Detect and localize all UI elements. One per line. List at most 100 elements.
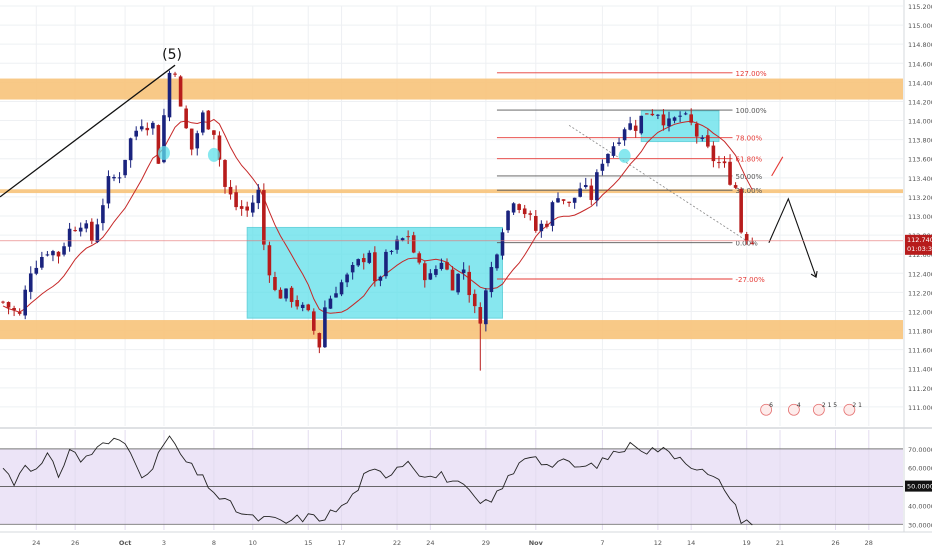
candle [739,187,743,234]
candle [267,241,272,283]
candle [395,235,399,254]
candle [689,108,693,126]
candle-body [223,160,227,187]
rsi-axis[interactable]: 70.0000 60.0000 40.0000 30.0000 50.0000 [905,446,932,529]
candle-body [639,115,644,134]
candle-body [617,142,621,144]
candle-body [556,198,560,203]
event-badge[interactable]: 2 1 5 [812,402,837,416]
candle [717,155,721,169]
candle [561,199,566,205]
candle [522,204,527,219]
candle-body [67,228,72,247]
candle [472,289,477,314]
candle-body [622,129,627,141]
candle-body [472,293,477,307]
price-axis[interactable]: 115.200 115.000 114.800 114.600 114.400 114.2… [0,3,932,412]
candle-body [683,113,688,115]
candle [189,128,194,156]
candle [1,300,5,304]
candle-body [262,190,266,245]
candle-body [572,197,577,203]
candle [117,172,122,184]
candle [506,210,510,233]
candle-body [6,302,11,308]
sr-zone [0,78,903,100]
candle-body [17,312,22,314]
candle-body [234,192,238,208]
candle [201,110,205,136]
candle [534,210,538,233]
candle-body [428,273,433,280]
candle [90,218,94,245]
candle [411,231,416,254]
candle [300,302,305,312]
time-axis[interactable]: 24 26 Oct 3 8 10 15 17 22 24 29 Nov 7 12 14 19 21 26 28 [32,539,873,547]
price-tick-label: 113.800 [908,137,932,145]
pane-separator[interactable] [0,0,932,533]
time-tick-label: 15 [304,539,312,547]
candle [56,251,61,264]
candle [600,159,605,176]
fib-level-label: 127.00% [736,70,767,78]
candle-body [345,274,349,283]
candle-body [139,126,144,130]
candle-body [295,300,299,307]
candle [306,303,311,312]
time-tick-label: 24 [32,539,40,547]
candle-body [334,293,338,298]
candle-body [167,72,172,118]
candle [184,105,188,130]
candle [123,159,127,178]
candle-body [178,76,183,107]
candle-body [189,128,194,150]
event-badge[interactable]: 4 [787,402,801,416]
fibonacci-retracement: 127.00%100.00%78.00%61.80%50.00%38.00%0.… [496,70,767,284]
candle-body [395,239,399,250]
candle-body [694,123,699,137]
price-tick-label: 114.600 [908,60,932,68]
candle-body [28,273,33,292]
candle-body [56,251,61,257]
rsi-tick-label: 30.0000 [908,521,932,529]
rsi-value-label: 50.0000 [907,483,932,491]
candle [389,249,394,255]
event-badge[interactable]: 6 [760,402,774,416]
event-badges[interactable]: 6 4 2 1 5 2 1 [760,402,862,416]
candle-body [706,135,710,147]
candle [350,262,355,280]
candle [234,185,238,211]
price-panel: 127.00%100.00%78.00%61.80%50.00%38.00%0.… [0,5,903,426]
candle [195,130,200,156]
candle [328,295,333,309]
fib-diagonal [568,124,747,242]
candle [500,228,505,260]
candle-body [12,307,16,311]
candle-body [744,234,749,241]
candle-body [633,125,638,131]
price-tick-label: 111.800 [908,328,932,336]
event-badge[interactable]: 2 1 [843,402,862,416]
sr-zone [0,320,903,340]
fib-level-label: 78.00% [736,135,763,143]
candle [439,258,444,271]
projection-path [768,197,817,278]
candle-body [112,176,116,179]
candle [339,279,344,297]
candle [550,200,555,232]
candle-body [278,289,283,299]
candle-body [411,235,416,253]
candle [295,295,299,310]
price-tick-label: 112.600 [908,251,932,259]
event-badge-icon [760,403,773,416]
candle [151,121,155,135]
candle-body [450,269,455,291]
candle-body [306,304,311,311]
candle [212,130,216,140]
fib-level: 127.00% [496,70,767,78]
candle [45,251,50,257]
candle-body [511,203,516,213]
event-badge-icon [787,403,800,416]
rsi-tick-label: 60.0000 [908,465,932,473]
fib-level: 50.00% [496,173,763,181]
